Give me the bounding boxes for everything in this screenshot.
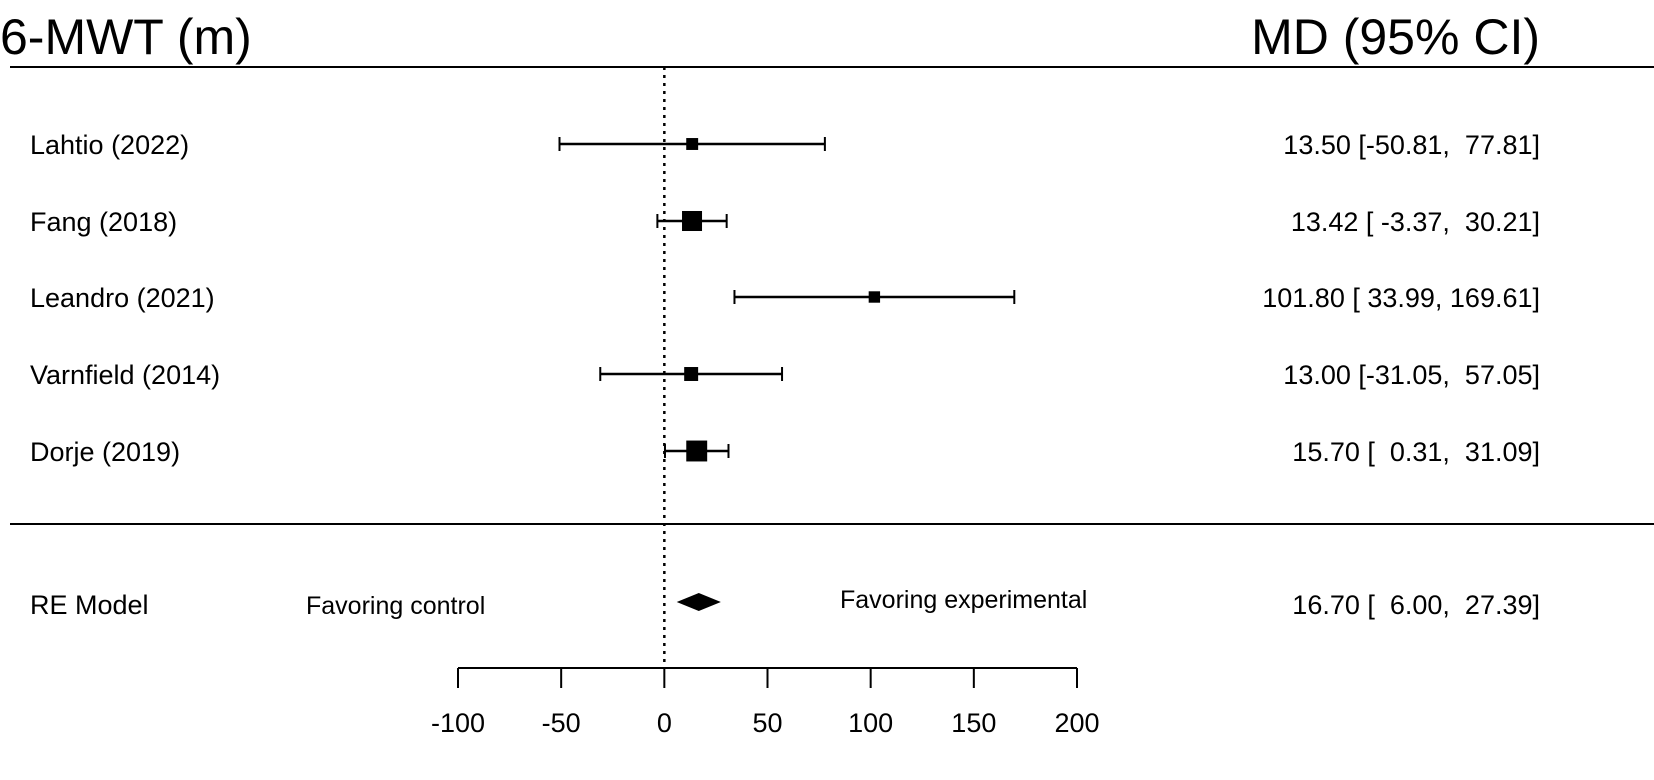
study-estimate-text: 15.70 [ 0.31, 31.09]	[1292, 437, 1540, 467]
summary-row: RE Model Favoring control Favoring exper…	[30, 586, 1540, 620]
study-row: Varnfield (2014) 13.00 [-31.05, 57.05]	[30, 360, 1540, 390]
effect-square	[682, 210, 703, 232]
study-estimate-text: 13.50 [-50.81, 77.81]	[1283, 130, 1540, 160]
study-row: Lahtio (2022) 13.50 [-50.81, 77.81]	[30, 130, 1540, 160]
study-estimate-text: 13.42 [ -3.37, 30.21]	[1291, 207, 1540, 237]
effect-square	[686, 440, 708, 462]
x-tick-label: 100	[848, 708, 893, 738]
study-label: Dorje (2019)	[30, 437, 180, 467]
study-estimate-text: 13.00 [-31.05, 57.05]	[1283, 360, 1540, 390]
x-tick-label: -50	[542, 708, 581, 738]
x-tick-label: 200	[1054, 708, 1099, 738]
title-right: MD (95% CI)	[1251, 9, 1540, 65]
study-row: Fang (2018) 13.42 [ -3.37, 30.21]	[30, 207, 1540, 237]
favoring-control-label: Favoring control	[306, 592, 485, 620]
summary-diamond	[676, 593, 721, 611]
summary-estimate-text: 16.70 [ 6.00, 27.39]	[1292, 590, 1540, 620]
x-tick-label: 150	[951, 708, 996, 738]
study-label: Leandro (2021)	[30, 283, 215, 313]
study-estimate-text: 101.80 [ 33.99, 169.61]	[1262, 283, 1540, 313]
study-row: Leandro (2021) 101.80 [ 33.99, 169.61]	[30, 283, 1540, 313]
x-tick-label: -100	[431, 708, 485, 738]
study-label: Lahtio (2022)	[30, 130, 189, 160]
effect-square	[686, 138, 699, 150]
summary-label: RE Model	[30, 590, 149, 620]
study-label: Fang (2018)	[30, 207, 177, 237]
effect-square	[868, 291, 881, 303]
x-tick-label: 50	[752, 708, 782, 738]
study-rows: Lahtio (2022) 13.50 [-50.81, 77.81] Fang (…	[30, 130, 1540, 467]
x-tick-label: 0	[657, 708, 672, 738]
study-label: Varnfield (2014)	[30, 360, 220, 390]
title-left: 6-MWT (m)	[0, 9, 252, 65]
study-row: Dorje (2019) 15.70 [ 0.31, 31.09]	[30, 437, 1540, 467]
x-axis: -100 -50 0 50 100 150 200	[431, 667, 1100, 738]
effect-square	[684, 367, 699, 381]
favoring-experimental-label: Favoring experimental	[840, 586, 1087, 614]
